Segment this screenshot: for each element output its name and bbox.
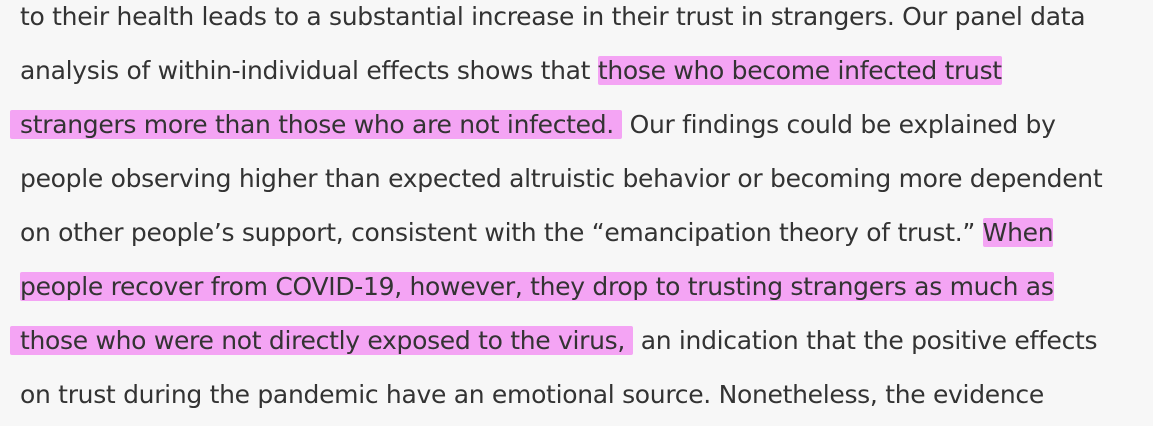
paragraph-line: strangers more than those who are not in…	[10, 105, 1056, 145]
highlighted-text: those who were not directly exposed to t…	[10, 326, 634, 355]
paragraph-text: Our findings could be explained by	[621, 110, 1056, 139]
paragraph-text: an indication that the positive effects	[633, 326, 1098, 355]
paragraph-line: those who were not directly exposed to t…	[10, 321, 1098, 361]
paragraph-line: on other people’s support, consistent wi…	[20, 213, 1054, 253]
paragraph-text: to their health leads to a substantial i…	[20, 2, 1086, 31]
paragraph-text: analysis of within-individual effects sh…	[20, 56, 598, 85]
highlighted-text: strangers more than those who are not in…	[10, 110, 622, 139]
paragraph-line: to their health leads to a substantial i…	[20, 0, 1086, 37]
paragraph-text: on other people’s support, consistent wi…	[20, 218, 983, 247]
highlighted-text: people recover from COVID-19, however, t…	[20, 272, 1054, 301]
highlighted-text: those who become infected trust	[597, 56, 1002, 85]
paragraph-line: people observing higher than expected al…	[20, 159, 1103, 199]
paragraph-line: analysis of within-individual effects sh…	[20, 51, 1002, 91]
highlighted-text: When	[982, 218, 1054, 247]
paragraph-line: on trust during the pandemic have an emo…	[20, 375, 1044, 415]
paragraph-line: people recover from COVID-19, however, t…	[20, 267, 1054, 307]
paragraph-text: people observing higher than expected al…	[20, 164, 1103, 193]
paragraph-text: on trust during the pandemic have an emo…	[20, 380, 1044, 409]
